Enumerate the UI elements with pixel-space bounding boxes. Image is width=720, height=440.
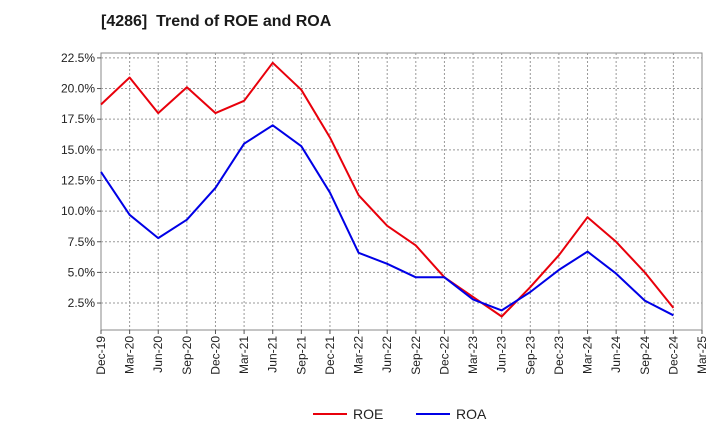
x-tick-label: Dec-19 [94, 336, 108, 375]
x-tick-label: Dec-21 [323, 336, 337, 375]
y-tick-label: 17.5% [61, 112, 95, 126]
x-tick-label: Sep-22 [409, 336, 423, 375]
x-tick-label: Jun-24 [609, 336, 623, 373]
y-tick-label: 12.5% [61, 173, 95, 187]
legend: ROE ROA [313, 406, 487, 422]
x-axis-ticks: Dec-19 Mar-20 Jun-20 Sep-20 Dec-20 Mar-21 Jun-… [94, 330, 709, 375]
y-tick-label: 15.0% [61, 143, 95, 157]
x-tick-label: Jun-23 [495, 336, 509, 373]
x-tick-label: Sep-23 [523, 336, 537, 375]
x-tick-label: Jun-21 [266, 336, 280, 373]
x-tick-label: Mar-24 [581, 336, 595, 374]
plot-area [100, 52, 703, 331]
x-tick-label: Jun-22 [380, 336, 394, 373]
x-tick-label: Sep-21 [294, 336, 308, 375]
legend-label-roe: ROE [353, 406, 383, 422]
x-tick-label: Dec-22 [437, 336, 451, 375]
x-tick-label: Dec-20 [208, 336, 222, 375]
x-tick-label: Mar-20 [123, 336, 137, 374]
x-tick-label: Dec-23 [552, 336, 566, 375]
y-tick-label: 5.0% [68, 265, 96, 279]
y-axis-ticks: 2.5% 5.0% 7.5% 10.0% 12.5% 15.0% 17.5% 20.0% 22.… [61, 51, 101, 310]
y-tick-label: 10.0% [61, 204, 95, 218]
series-line-roa [100, 124, 674, 317]
chart-title: [4286] Trend of ROE and ROA [101, 13, 332, 30]
x-tick-label: Dec-24 [666, 336, 680, 375]
y-tick-label: 2.5% [68, 296, 96, 310]
x-tick-label: Sep-24 [638, 336, 652, 375]
series-lines [100, 61, 675, 318]
grid-lines [101, 53, 702, 330]
x-tick-label: Sep-20 [180, 336, 194, 375]
x-tick-label: Mar-21 [237, 336, 251, 374]
legend-label-roa: ROA [456, 406, 487, 422]
series-line-roe [100, 61, 675, 318]
y-tick-label: 22.5% [61, 51, 95, 65]
y-tick-label: 7.5% [68, 235, 96, 249]
x-tick-label: Jun-20 [151, 336, 165, 373]
x-tick-label: Mar-23 [466, 336, 480, 374]
x-tick-label: Mar-25 [695, 336, 709, 374]
x-tick-label: Mar-22 [352, 336, 366, 374]
y-tick-label: 20.0% [61, 82, 95, 96]
